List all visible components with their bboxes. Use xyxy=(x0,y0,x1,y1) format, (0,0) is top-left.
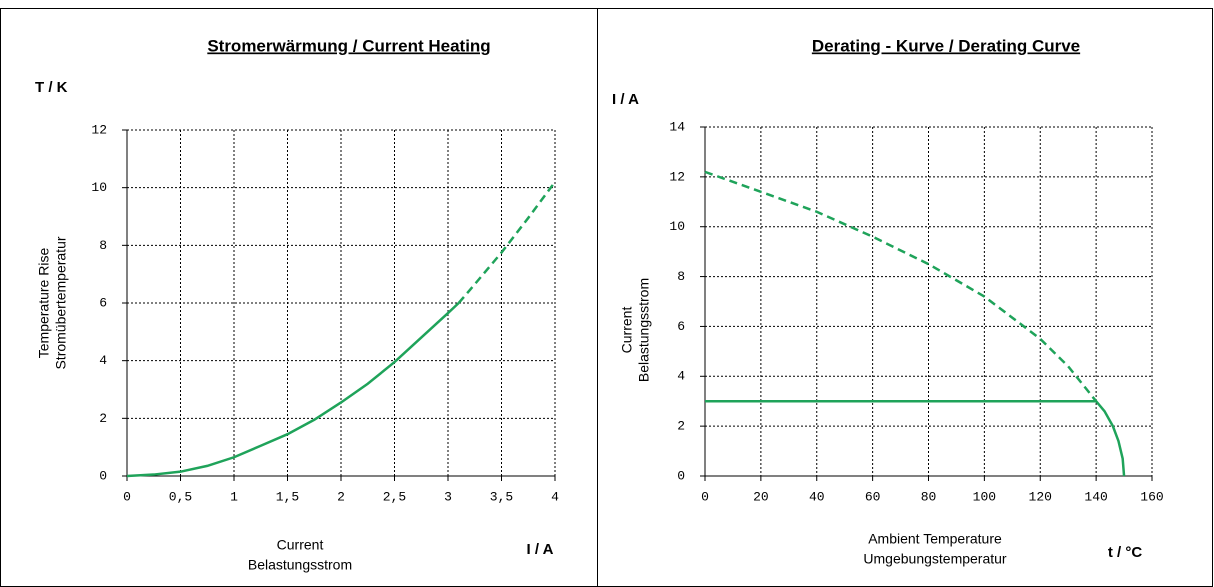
x-axis-label: Umgebungstemperatur xyxy=(863,551,1007,567)
x-unit: I / A xyxy=(527,541,554,558)
x-axis-label: Ambient Temperature xyxy=(868,531,1002,547)
x-tick-label: 2 xyxy=(337,489,345,504)
chart-title: Derating - Kurve / Derating Curve xyxy=(812,36,1080,55)
x-tick-label: 0,5 xyxy=(169,489,192,504)
y-axis-label: Belastungsstrom xyxy=(636,278,652,382)
x-tick-label: 3 xyxy=(444,489,452,504)
x-tick-label: 4 xyxy=(551,489,559,504)
y-tick-label: 10 xyxy=(669,219,685,234)
y-tick-label: 8 xyxy=(677,269,685,284)
y-axis-label: Stromübertemperatur xyxy=(53,236,69,369)
y-tick-label: 6 xyxy=(99,295,107,310)
x-tick-label: 60 xyxy=(865,489,881,504)
chart-title: Stromerwärmung / Current Heating xyxy=(207,36,490,55)
x-unit: t / °C xyxy=(1108,544,1142,561)
y-tick-label: 0 xyxy=(99,468,107,483)
y-tick-label: 12 xyxy=(91,122,107,137)
x-tick-label: 0 xyxy=(123,489,131,504)
x-tick-label: 20 xyxy=(753,489,769,504)
x-axis-label: Belastungsstrom xyxy=(248,557,352,573)
curve xyxy=(126,302,460,478)
x-tick-label: 80 xyxy=(921,489,937,504)
x-tick-label: 0 xyxy=(701,489,709,504)
y-tick-label: 4 xyxy=(99,353,107,368)
y-tick-label: 8 xyxy=(99,238,107,253)
y-tick-label: 0 xyxy=(677,468,685,483)
curve xyxy=(457,181,557,304)
x-tick-label: 100 xyxy=(973,489,996,504)
y-axis-label: Current xyxy=(619,307,635,354)
y-tick-label: 4 xyxy=(677,369,685,384)
curve xyxy=(705,399,1126,477)
x-tick-label: 1 xyxy=(230,489,238,504)
y-tick-label: 2 xyxy=(677,419,685,434)
x-tick-label: 1,5 xyxy=(276,489,299,504)
y-axis-label: Temperature Rise xyxy=(36,248,52,359)
x-tick-label: 2,5 xyxy=(383,489,406,504)
x-tick-label: 140 xyxy=(1084,489,1107,504)
x-axis-label: Current xyxy=(277,537,324,553)
y-unit: T / K xyxy=(35,79,68,96)
y-unit: I / A xyxy=(612,91,639,108)
curve xyxy=(704,170,1098,402)
x-tick-label: 120 xyxy=(1029,489,1052,504)
x-tick-label: 40 xyxy=(809,489,825,504)
x-tick-label: 160 xyxy=(1140,489,1163,504)
y-tick-label: 6 xyxy=(677,319,685,334)
y-tick-label: 14 xyxy=(669,119,685,134)
y-tick-label: 2 xyxy=(99,411,107,426)
y-tick-label: 10 xyxy=(91,180,107,195)
x-tick-label: 3,5 xyxy=(490,489,513,504)
y-tick-label: 12 xyxy=(669,169,685,184)
